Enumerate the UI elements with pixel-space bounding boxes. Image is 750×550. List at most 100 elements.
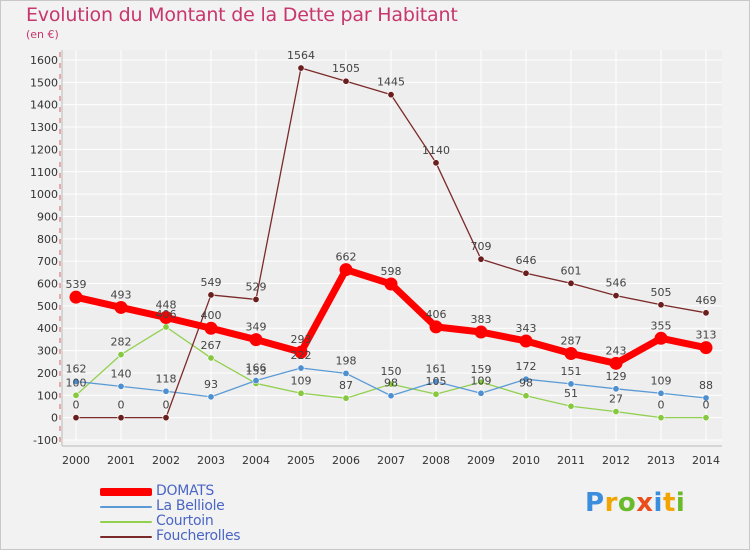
data-point-courtoin <box>612 408 620 416</box>
data-point-foucherolles <box>522 269 530 277</box>
data-point-la-belliole <box>72 377 80 385</box>
legend-label-foucherolles: Foucherolles <box>156 528 241 544</box>
data-label-courtoin: 27 <box>609 393 623 406</box>
y-tick-label: -100 <box>33 434 58 447</box>
x-tick-label: 2009 <box>467 454 495 467</box>
data-label-la-belliole: 162 <box>66 362 87 375</box>
logo-letter: i <box>675 488 686 518</box>
logo-letter: i <box>653 488 663 518</box>
data-point-domats <box>564 346 578 360</box>
x-tick-label: 2010 <box>512 454 540 467</box>
data-label-domats: 293 <box>291 333 312 346</box>
data-point-foucherolles <box>72 414 80 422</box>
x-tick-label: 2004 <box>242 454 270 467</box>
data-point-domats <box>519 334 533 348</box>
data-point-domats <box>609 356 623 370</box>
data-label-foucherolles: 469 <box>696 294 717 307</box>
legend-item-domats: DOMATS <box>100 484 240 499</box>
data-point-domats <box>114 300 128 314</box>
data-label-la-belliole: 222 <box>291 349 312 362</box>
data-label-foucherolles: 549 <box>201 276 222 289</box>
data-point-foucherolles <box>207 291 215 299</box>
data-label-courtoin: 109 <box>291 374 312 387</box>
data-point-la-belliole <box>162 387 170 395</box>
logo-letter: t <box>662 488 676 518</box>
legend-label-courtoin: Courtoin <box>156 513 214 529</box>
y-tick-label: 400 <box>37 322 58 335</box>
data-label-foucherolles: 709 <box>471 240 492 253</box>
x-tick-label: 2008 <box>422 454 450 467</box>
x-tick-label: 2003 <box>197 454 225 467</box>
y-tick-label: 300 <box>37 345 58 358</box>
data-label-foucherolles: 0 <box>163 399 170 412</box>
data-label-courtoin: 267 <box>201 339 222 352</box>
data-label-courtoin: 0 <box>703 399 710 412</box>
data-point-domats <box>159 311 173 325</box>
legend-swatch-foucherolles <box>100 535 152 538</box>
y-tick-label: 100 <box>37 389 58 402</box>
data-label-courtoin: 87 <box>339 379 353 392</box>
plot-background <box>62 50 722 440</box>
data-label-domats: 343 <box>516 322 537 335</box>
data-point-la-belliole <box>297 364 305 372</box>
data-point-la-belliole <box>387 392 395 400</box>
data-point-domats <box>474 325 488 339</box>
data-label-courtoin: 159 <box>471 363 492 376</box>
data-point-la-belliole <box>612 385 620 393</box>
y-tick-label: 1300 <box>30 121 58 134</box>
data-label-la-belliole: 118 <box>156 372 177 385</box>
data-label-foucherolles: 0 <box>73 399 80 412</box>
data-point-domats <box>384 277 398 291</box>
data-point-la-belliole <box>207 393 215 401</box>
data-label-la-belliole: 198 <box>336 354 357 367</box>
data-point-foucherolles <box>342 77 350 85</box>
data-point-domats <box>654 331 668 345</box>
data-point-courtoin <box>567 402 575 410</box>
data-label-domats: 349 <box>246 321 267 334</box>
data-point-la-belliole <box>522 375 530 383</box>
data-label-la-belliole: 88 <box>699 379 713 392</box>
x-tick-label: 2005 <box>287 454 315 467</box>
data-point-la-belliole <box>117 382 125 390</box>
logo-letter: o <box>617 488 637 518</box>
y-tick-label: 900 <box>37 210 58 223</box>
data-point-foucherolles <box>297 64 305 72</box>
data-point-foucherolles <box>252 295 260 303</box>
y-tick-label: 1200 <box>30 143 58 156</box>
data-point-foucherolles <box>567 279 575 287</box>
data-label-foucherolles: 0 <box>118 399 125 412</box>
legend-item-la-belliole: La Belliole <box>100 499 240 514</box>
data-label-domats: 448 <box>156 299 177 312</box>
data-point-courtoin <box>387 380 395 388</box>
data-label-foucherolles: 546 <box>606 277 627 290</box>
data-label-la-belliole: 109 <box>471 374 492 387</box>
data-point-courtoin <box>162 323 170 331</box>
data-point-domats <box>69 290 83 304</box>
y-tick-label: 1600 <box>30 54 58 67</box>
x-tick-label: 2014 <box>692 454 720 467</box>
data-label-domats: 383 <box>471 313 492 326</box>
chart-subtitle: (en €) <box>26 28 59 41</box>
data-point-courtoin <box>72 391 80 399</box>
data-label-la-belliole: 93 <box>204 378 218 391</box>
data-label-foucherolles: 529 <box>246 280 267 293</box>
data-label-courtoin: 105 <box>426 375 447 388</box>
data-point-courtoin <box>657 414 665 422</box>
data-point-la-belliole <box>702 394 710 402</box>
logo-letter: x <box>636 488 654 518</box>
data-point-foucherolles <box>702 309 710 317</box>
data-label-la-belliole: 161 <box>426 363 447 376</box>
data-point-domats <box>699 341 713 355</box>
legend-swatch-la-belliole <box>100 505 152 508</box>
data-label-domats: 493 <box>111 288 132 301</box>
x-tick-label: 2001 <box>107 454 135 467</box>
data-label-domats: 539 <box>66 278 87 291</box>
y-tick-label: 0 <box>51 412 58 425</box>
data-label-foucherolles: 1505 <box>332 62 360 75</box>
data-label-courtoin: 406 <box>156 308 177 321</box>
data-point-la-belliole <box>477 389 485 397</box>
proxiti-logo: Proxiti <box>585 488 685 518</box>
data-point-domats <box>204 321 218 335</box>
x-tick-label: 2013 <box>647 454 675 467</box>
